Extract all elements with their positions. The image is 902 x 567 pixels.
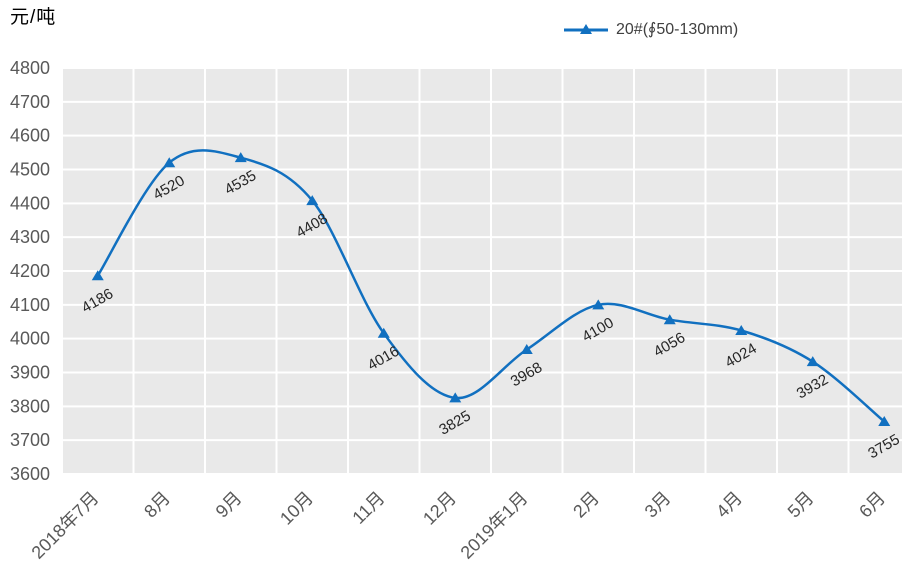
legend-line-marker-icon — [564, 23, 608, 34]
series-marker — [520, 343, 533, 354]
x-tick-label: 5月 — [784, 488, 818, 522]
series-marker — [663, 314, 676, 325]
x-tick-label: 2019年1月 — [457, 488, 532, 563]
series-marker — [163, 157, 176, 168]
x-tick-label: 12月 — [419, 488, 460, 529]
series-marker — [306, 195, 319, 206]
x-tick-label: 2018年7月 — [28, 488, 103, 563]
x-tick-label: 8月 — [140, 488, 174, 522]
series-marker — [449, 392, 462, 403]
y-tick-label: 4400 — [10, 193, 50, 213]
series-marker — [592, 299, 605, 310]
x-tick-label: 9月 — [212, 488, 246, 522]
series-marker — [735, 325, 748, 336]
legend: 20#(∮50-130mm) — [563, 19, 738, 39]
y-tick-label: 4800 — [10, 58, 50, 78]
y-tick-label: 4700 — [10, 92, 50, 112]
legend-series-label: 20#(∮50-130mm) — [616, 21, 739, 38]
x-tick-label: 3月 — [641, 488, 675, 522]
x-tick-label: 11月 — [348, 488, 388, 528]
x-tick-label: 6月 — [855, 488, 889, 522]
y-tick-label: 4500 — [10, 160, 50, 180]
y-tick-label: 3900 — [10, 363, 50, 383]
series-marker — [878, 416, 891, 427]
series-marker — [91, 270, 104, 281]
x-tick-label: 4月 — [712, 488, 746, 522]
y-tick-label: 3800 — [10, 396, 50, 416]
y-tick-label: 3600 — [10, 464, 50, 484]
y-axis-title: 元/吨 — [10, 7, 57, 28]
series-marker — [377, 327, 390, 338]
y-tick-label: 3700 — [10, 430, 50, 450]
y-tick-label: 4000 — [10, 329, 50, 349]
y-tick-label: 4200 — [10, 261, 50, 281]
series-marker — [234, 152, 247, 163]
x-tick-label: 10月 — [276, 488, 317, 529]
y-tick-label: 4600 — [10, 126, 50, 146]
series-marker — [806, 356, 819, 367]
x-tick-label: 2月 — [569, 488, 603, 522]
y-tick-label: 4100 — [10, 295, 50, 315]
y-tick-label: 4300 — [10, 227, 50, 247]
